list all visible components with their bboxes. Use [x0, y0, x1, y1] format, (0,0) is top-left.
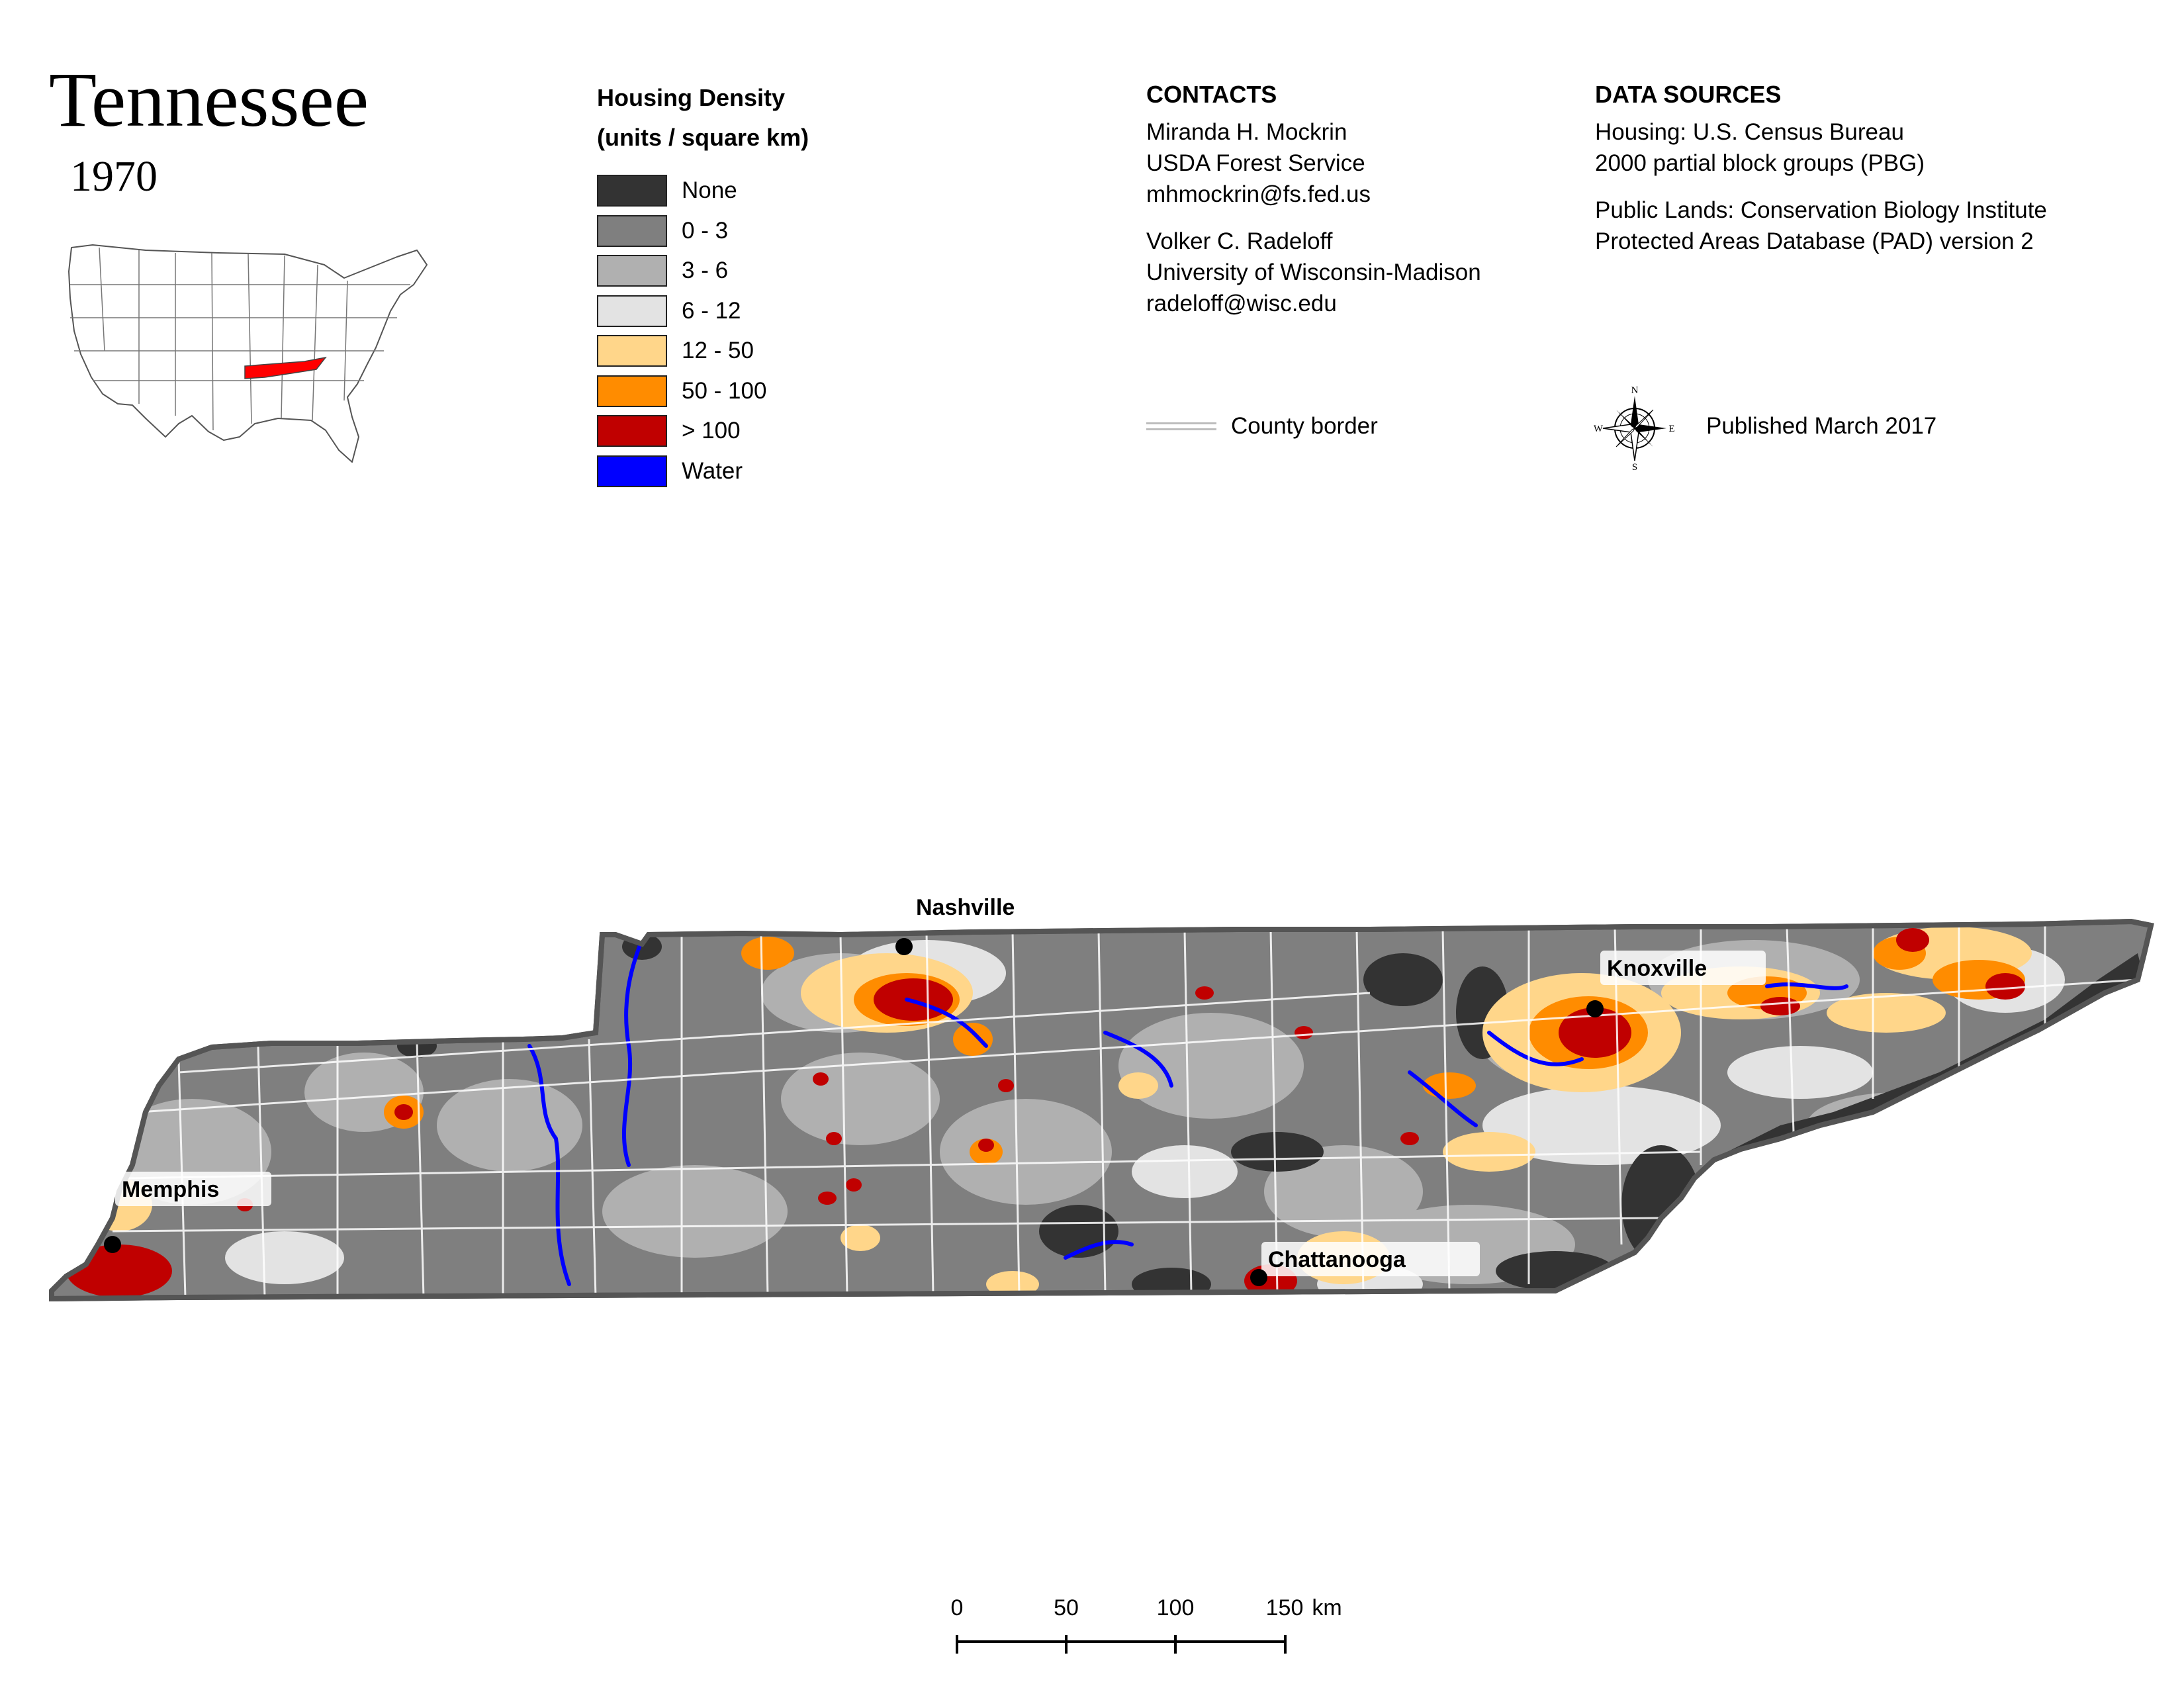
legend-swatch [597, 295, 667, 327]
scale-line [956, 1640, 1287, 1643]
scale-bar: 0 50 100 150 km [940, 1595, 1342, 1668]
contact-person: Volker C. Radeloff University of Wiscons… [1146, 226, 1557, 319]
housing-density-legend: Housing Density (units / square km) None… [597, 78, 941, 491]
city-label: Knoxville [1607, 956, 1707, 981]
legend-swatch [597, 255, 667, 287]
data-sources-section: DATA SOURCES Housing: U.S. Census Bureau… [1595, 78, 2177, 257]
legend-label: 0 - 3 [682, 217, 729, 244]
compass-rose-icon: N S E W [1594, 385, 1675, 471]
legend-label: Water [682, 457, 743, 484]
scale-tick [956, 1635, 958, 1654]
city-label: Chattanooga [1268, 1247, 1406, 1272]
legend-subtitle: (units / square km) [597, 124, 809, 151]
legend-item-water: Water [597, 451, 941, 492]
tennessee-highlight [244, 356, 327, 379]
contact-email[interactable]: mhmockrin@fs.fed.us [1146, 181, 1371, 207]
density-patches [66, 924, 2144, 1299]
city-nashville: Nashville [895, 890, 1075, 955]
state-outline [49, 918, 2154, 1302]
city-knoxville: Knoxville [1586, 951, 1766, 1017]
compass-w: W [1594, 424, 1604, 434]
us-inset-map [68, 244, 428, 463]
compass-e: E [1668, 424, 1674, 434]
city-label: Nashville [916, 895, 1015, 920]
scale-label-150: 150 [1265, 1595, 1304, 1620]
published-date: Published March 2017 [1706, 413, 1937, 439]
legend-item-3-6: 3 - 6 [597, 251, 941, 291]
legend-label: 12 - 50 [682, 338, 754, 364]
contact-name: Miranda H. Mockrin [1146, 119, 1347, 145]
city-label: Memphis [122, 1177, 219, 1202]
county-border-label: County border [1231, 413, 1378, 439]
legend-label: None [682, 177, 737, 204]
scale-label-100: 100 [1156, 1595, 1195, 1620]
public-lands-source: Public Lands: Conservation Biology Insti… [1595, 195, 2177, 257]
legend-item-50-100: 50 - 100 [597, 371, 941, 412]
scale-tick [1284, 1635, 1287, 1654]
legend-item-over-100: > 100 [597, 411, 941, 451]
housing-source-line1: Housing: U.S. Census Bureau [1595, 119, 1904, 145]
public-lands-line1: Public Lands: Conservation Biology Insti… [1595, 197, 2047, 223]
housing-source: Housing: U.S. Census Bureau 2000 partial… [1595, 117, 2177, 179]
data-sources-heading: DATA SOURCES [1595, 81, 1782, 108]
public-lands-line2: Protected Areas Database (PAD) version 2 [1595, 228, 2034, 254]
compass-n: N [1631, 385, 1639, 396]
contact-email[interactable]: radeloff@wisc.edu [1146, 291, 1337, 316]
legend-label: 50 - 100 [682, 377, 767, 404]
legend-label: 6 - 12 [682, 297, 741, 324]
compass-s: S [1632, 462, 1637, 471]
legend-item-12-50: 12 - 50 [597, 331, 941, 371]
scale-tick [1174, 1635, 1177, 1654]
contact-person: Miranda H. Mockrin USDA Forest Service m… [1146, 117, 1557, 210]
tennessee-housing-density-map: Nashville Knoxville Memphis Chattanooga [49, 890, 2154, 1302]
contact-name: Volker C. Radeloff [1146, 228, 1333, 254]
city-chattanooga: Chattanooga [1250, 1242, 1480, 1286]
contact-org: University of Wisconsin-Madison [1146, 259, 1481, 285]
scale-label-50: 50 [1054, 1595, 1079, 1620]
legend-item-0-3: 0 - 3 [597, 211, 941, 252]
contacts-section: CONTACTS Miranda H. Mockrin USDA Forest … [1146, 78, 1557, 319]
county-border-key: County border [1146, 413, 1378, 440]
scale-unit: km [1312, 1595, 1342, 1620]
legend-swatch [597, 175, 667, 207]
map-title: Tennessee [49, 56, 369, 143]
city-memphis: Memphis [104, 1172, 271, 1253]
legend-item-none: None [597, 171, 941, 211]
contacts-heading: CONTACTS [1146, 81, 1277, 108]
legend-swatch [597, 214, 667, 247]
scale-label-0: 0 [950, 1595, 964, 1620]
legend-title: Housing Density [597, 84, 786, 111]
legend-label: 3 - 6 [682, 258, 729, 284]
scale-tick [1065, 1635, 1068, 1654]
legend-items: None 0 - 3 3 - 6 6 - 12 12 - 50 50 - 100… [597, 171, 941, 491]
county-border-symbol [1146, 422, 1216, 430]
legend-label: > 100 [682, 418, 741, 444]
housing-source-line2: 2000 partial block groups (PBG) [1595, 150, 1925, 176]
map-year: 1970 [70, 152, 158, 201]
legend-swatch [597, 335, 667, 367]
legend-swatch [597, 455, 667, 487]
contact-org: USDA Forest Service [1146, 150, 1365, 176]
legend-swatch [597, 415, 667, 447]
legend-item-6-12: 6 - 12 [597, 291, 941, 332]
us-outline [68, 244, 428, 463]
legend-swatch [597, 375, 667, 407]
